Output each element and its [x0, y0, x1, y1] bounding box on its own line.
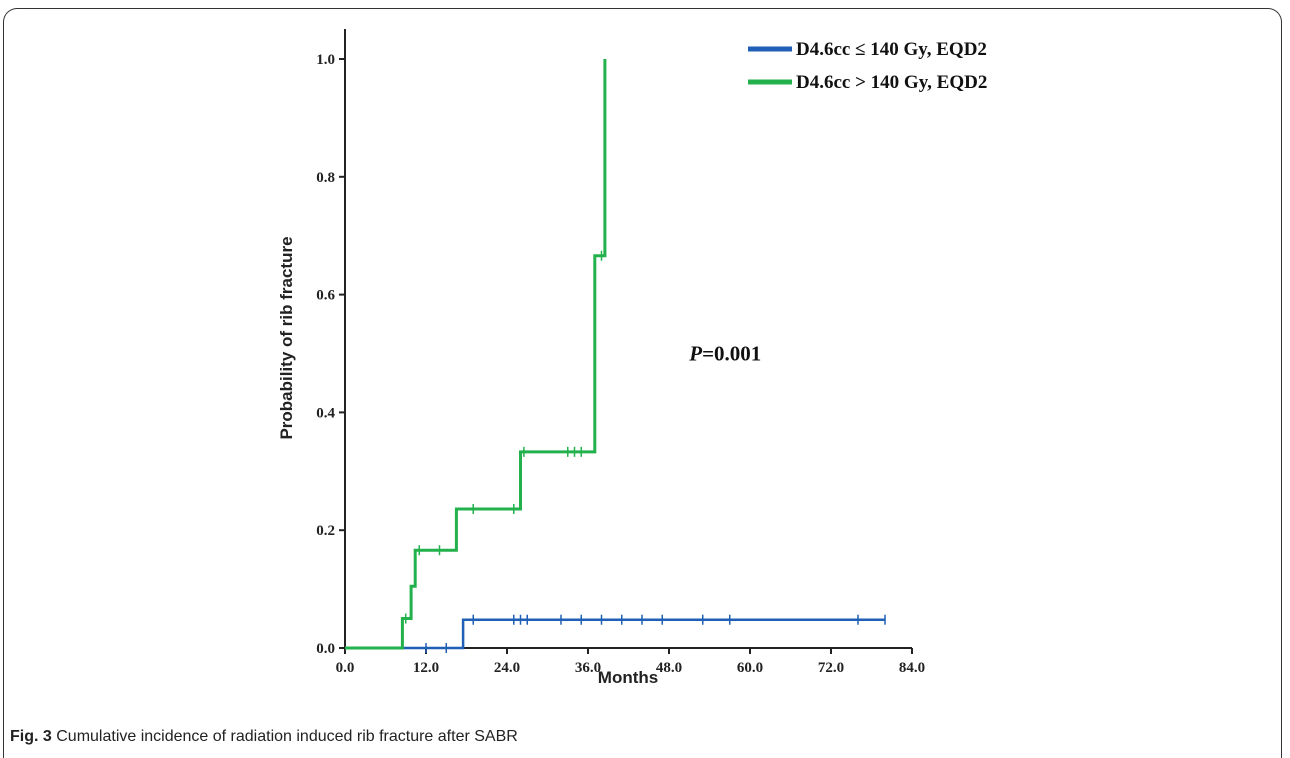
chart-axes: 0.0 12.0 24.0 36.0 48.0 60.0 72.0 84.0 0.0 0.2 0.4… [316, 29, 925, 676]
x-tick-label: 24.0 [494, 660, 520, 676]
p-value-annotation: P=0.001 [688, 342, 761, 366]
x-tick-label: 0.0 [336, 660, 355, 676]
y-tick-label: 0.4 [316, 405, 335, 421]
figure-label: Fig. 3 [10, 728, 52, 745]
legend-label-2: D4.6cc > 140 Gy, EQD2 [796, 72, 987, 93]
x-axis-label: Months [598, 668, 658, 687]
caption-text: Cumulative incidence of radiation induce… [56, 728, 518, 745]
y-tick-label: 1.0 [316, 52, 335, 68]
x-tick-label: 72.0 [818, 660, 844, 676]
y-tick-label: 0.8 [316, 170, 335, 186]
y-tick-label: 0.2 [316, 523, 335, 539]
x-tick-label: 12.0 [413, 660, 439, 676]
figure-frame [3, 8, 1282, 758]
y-tick-label: 0.0 [316, 641, 335, 657]
chart-marks [345, 59, 886, 653]
x-tick-label: 48.0 [656, 660, 682, 676]
series-line-2 [345, 59, 607, 650]
legend-label-1: D4.6cc ≤ 140 Gy, EQD2 [796, 39, 987, 60]
p-symbol: P [688, 342, 702, 366]
p-value-text: =0.001 [702, 342, 761, 366]
x-tick-label: 60.0 [737, 660, 763, 676]
y-tick-label: 0.6 [316, 288, 335, 304]
figure-caption: Fig. 3 Cumulative incidence of radiation… [10, 728, 518, 746]
series-line-1 [345, 618, 885, 650]
x-tick-label: 84.0 [899, 660, 925, 676]
y-axis-label: Probability of rib fracture [277, 236, 296, 439]
x-tick-label: 36.0 [575, 660, 601, 676]
chart-legend: D4.6cc ≤ 140 Gy, EQD2 D4.6cc > 140 Gy, EQ… [748, 39, 987, 93]
